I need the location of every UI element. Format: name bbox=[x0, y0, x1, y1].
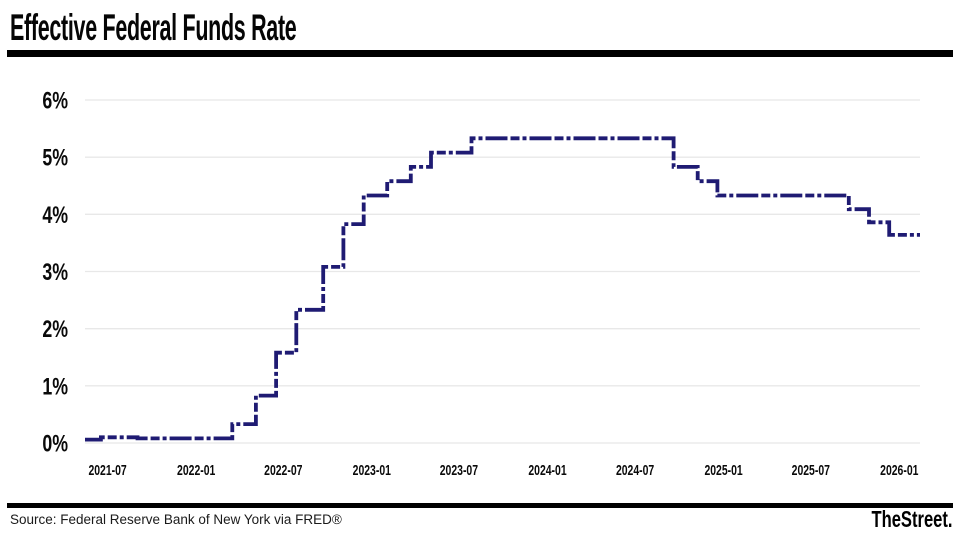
x-tick-label: 2024-07 bbox=[616, 462, 654, 478]
header-rule bbox=[7, 50, 953, 57]
x-tick: 2021-07 bbox=[88, 462, 126, 478]
y-tick-label: 2% bbox=[42, 317, 68, 343]
source-attribution: Source: Federal Reserve Bank of New York… bbox=[10, 512, 342, 527]
x-tick: 2025-01 bbox=[704, 462, 742, 478]
x-tick-label: 2026-01 bbox=[880, 462, 918, 478]
x-tick-label: 2021-07 bbox=[88, 462, 126, 478]
y-tick: 2% bbox=[42, 317, 68, 343]
x-tick: 2024-01 bbox=[528, 462, 566, 478]
x-tick-label: 2023-07 bbox=[440, 462, 478, 478]
page-title: Effective Federal Funds Rate bbox=[10, 7, 297, 48]
x-tick-label: 2022-01 bbox=[177, 462, 215, 478]
x-tick-label: 2023-01 bbox=[353, 462, 391, 478]
x-tick-label: 2025-01 bbox=[704, 462, 742, 478]
y-tick-label: 4% bbox=[42, 202, 68, 228]
y-tick: 3% bbox=[42, 260, 68, 286]
x-tick: 2024-07 bbox=[616, 462, 654, 478]
x-tick-label: 2025-07 bbox=[792, 462, 830, 478]
y-tick: 4% bbox=[42, 202, 68, 228]
thestreet-logo: TheStreet. bbox=[871, 506, 952, 532]
y-tick-label: 1% bbox=[42, 374, 68, 400]
x-tick: 2022-01 bbox=[177, 462, 215, 478]
x-tick-label: 2024-01 bbox=[528, 462, 566, 478]
y-tick-label: 3% bbox=[42, 260, 68, 286]
x-tick: 2023-01 bbox=[353, 462, 391, 478]
y-tick: 5% bbox=[42, 145, 68, 171]
y-tick-label: 5% bbox=[42, 145, 68, 171]
y-tick-label: 6% bbox=[42, 88, 68, 114]
x-tick: 2022-07 bbox=[264, 462, 302, 478]
x-tick: 2023-07 bbox=[440, 462, 478, 478]
footer-rule bbox=[7, 503, 953, 508]
y-tick-label: 0% bbox=[42, 431, 68, 457]
federal-funds-rate-chart: 0% 1% 2% 3% 4% 5% 6% 2021-07 2022-01 2022-07 2023-… bbox=[42, 88, 920, 478]
x-tick: 2026-01 bbox=[880, 462, 918, 478]
y-tick: 0% bbox=[42, 431, 68, 457]
x-tick-label: 2022-07 bbox=[264, 462, 302, 478]
y-tick: 6% bbox=[42, 88, 68, 114]
y-tick: 1% bbox=[42, 374, 68, 400]
x-tick: 2025-07 bbox=[792, 462, 830, 478]
rate-line bbox=[85, 136, 920, 442]
